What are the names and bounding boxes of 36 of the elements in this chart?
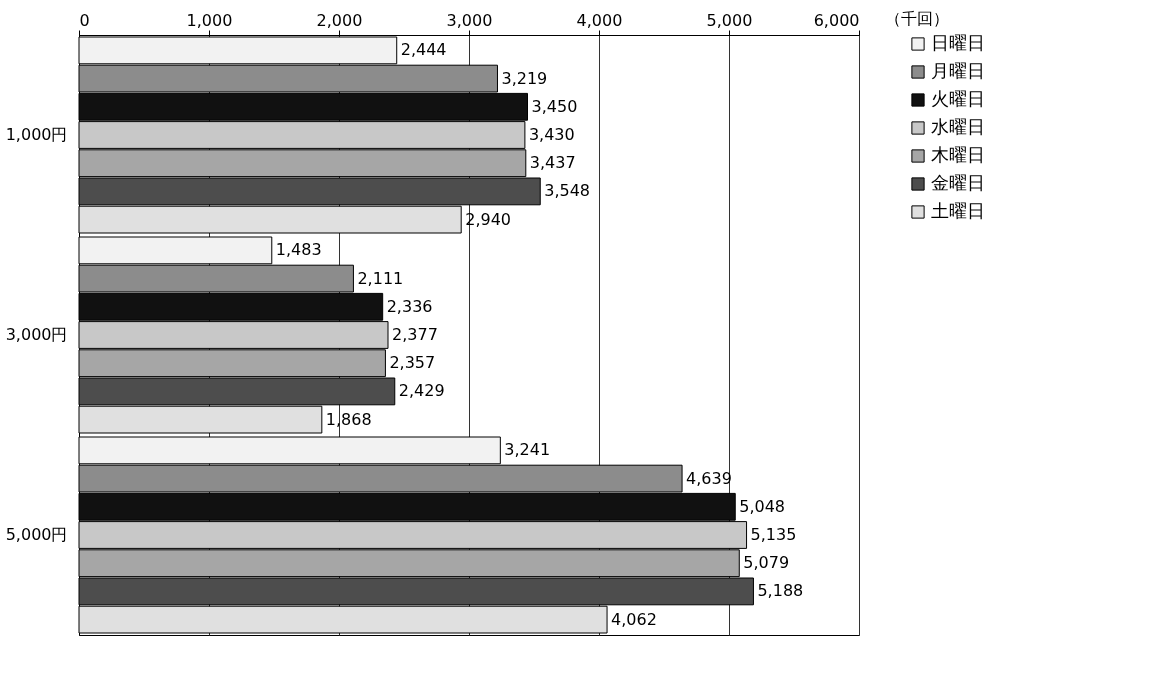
- legend-label: 火曜日: [931, 88, 985, 109]
- x-tick-label: 2,000: [316, 10, 363, 30]
- y-tick-label: 5,000円: [5, 525, 68, 544]
- data-label: 2,429: [398, 381, 445, 401]
- data-label: 3,241: [504, 440, 551, 460]
- x-tick-label: 6,000: [813, 10, 860, 30]
- legend-label: 月曜日: [931, 60, 985, 81]
- x-axis-title: （千回）: [884, 8, 949, 28]
- x-tick-label: 0: [79, 10, 90, 30]
- data-label: 5,188: [757, 581, 804, 601]
- data-label: 2,377: [392, 325, 438, 344]
- data-label: 3,430: [528, 125, 575, 144]
- data-label: 3,219: [501, 68, 548, 88]
- data-label: 3,548: [544, 181, 591, 201]
- legend-label: 水曜日: [931, 116, 985, 137]
- x-tick-label: 3,000: [446, 10, 493, 30]
- x-tick-label: 1,000: [186, 10, 233, 30]
- data-label: 2,336: [386, 296, 433, 316]
- legend-label: 土曜日: [931, 200, 985, 221]
- legend-label: 木曜日: [931, 144, 985, 165]
- legend-label: 金曜日: [931, 172, 985, 193]
- x-tick-label: 4,000: [576, 10, 623, 30]
- data-label: 2,444: [400, 40, 447, 60]
- data-label: 3,450: [531, 96, 578, 116]
- data-label: 2,111: [357, 268, 404, 288]
- y-tick-label: 3,000円: [5, 325, 68, 344]
- data-label: 2,357: [389, 353, 436, 373]
- data-label: 1,483: [275, 240, 322, 260]
- x-tick-label: 5,000: [706, 10, 753, 30]
- data-label: 4,062: [611, 609, 657, 629]
- y-tick-label: 1,000円: [5, 125, 68, 144]
- data-label: 5,079: [743, 553, 790, 573]
- data-label: 5,135: [750, 525, 797, 544]
- data-label: 5,048: [739, 496, 786, 516]
- data-label: 3,437: [529, 153, 576, 173]
- legend-label: 日曜日: [931, 32, 985, 53]
